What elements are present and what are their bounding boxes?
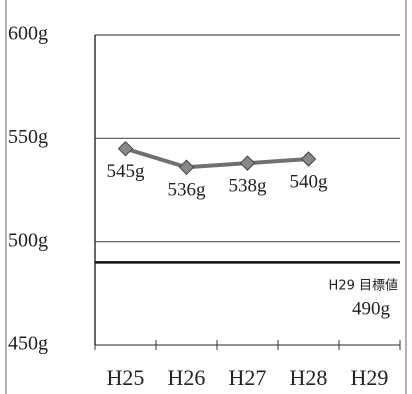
point	[300, 151, 317, 167]
point	[117, 140, 134, 157]
x-tick-label: H26	[168, 365, 206, 390]
point	[239, 155, 256, 171]
data-label: 538g	[229, 175, 268, 196]
y-tick-label: 450g	[8, 333, 48, 355]
y-tick-label: 550g	[8, 126, 48, 148]
data-label: 536g	[168, 180, 207, 201]
series-line	[124, 146, 309, 170]
data-label: 545g	[107, 161, 146, 182]
point	[178, 159, 195, 175]
x-tick-label: H25	[107, 365, 145, 390]
target-value-label: 490g	[352, 298, 391, 319]
x-tick-label: H28	[290, 365, 328, 390]
x-tick-label: H29	[351, 365, 389, 390]
data-label: 540g	[290, 171, 329, 192]
target-label: H29 目標値	[329, 278, 398, 294]
y-tick-label: 600g	[8, 23, 48, 45]
y-tick-label: 500g	[8, 229, 48, 251]
x-tick-label: H27	[229, 365, 267, 390]
